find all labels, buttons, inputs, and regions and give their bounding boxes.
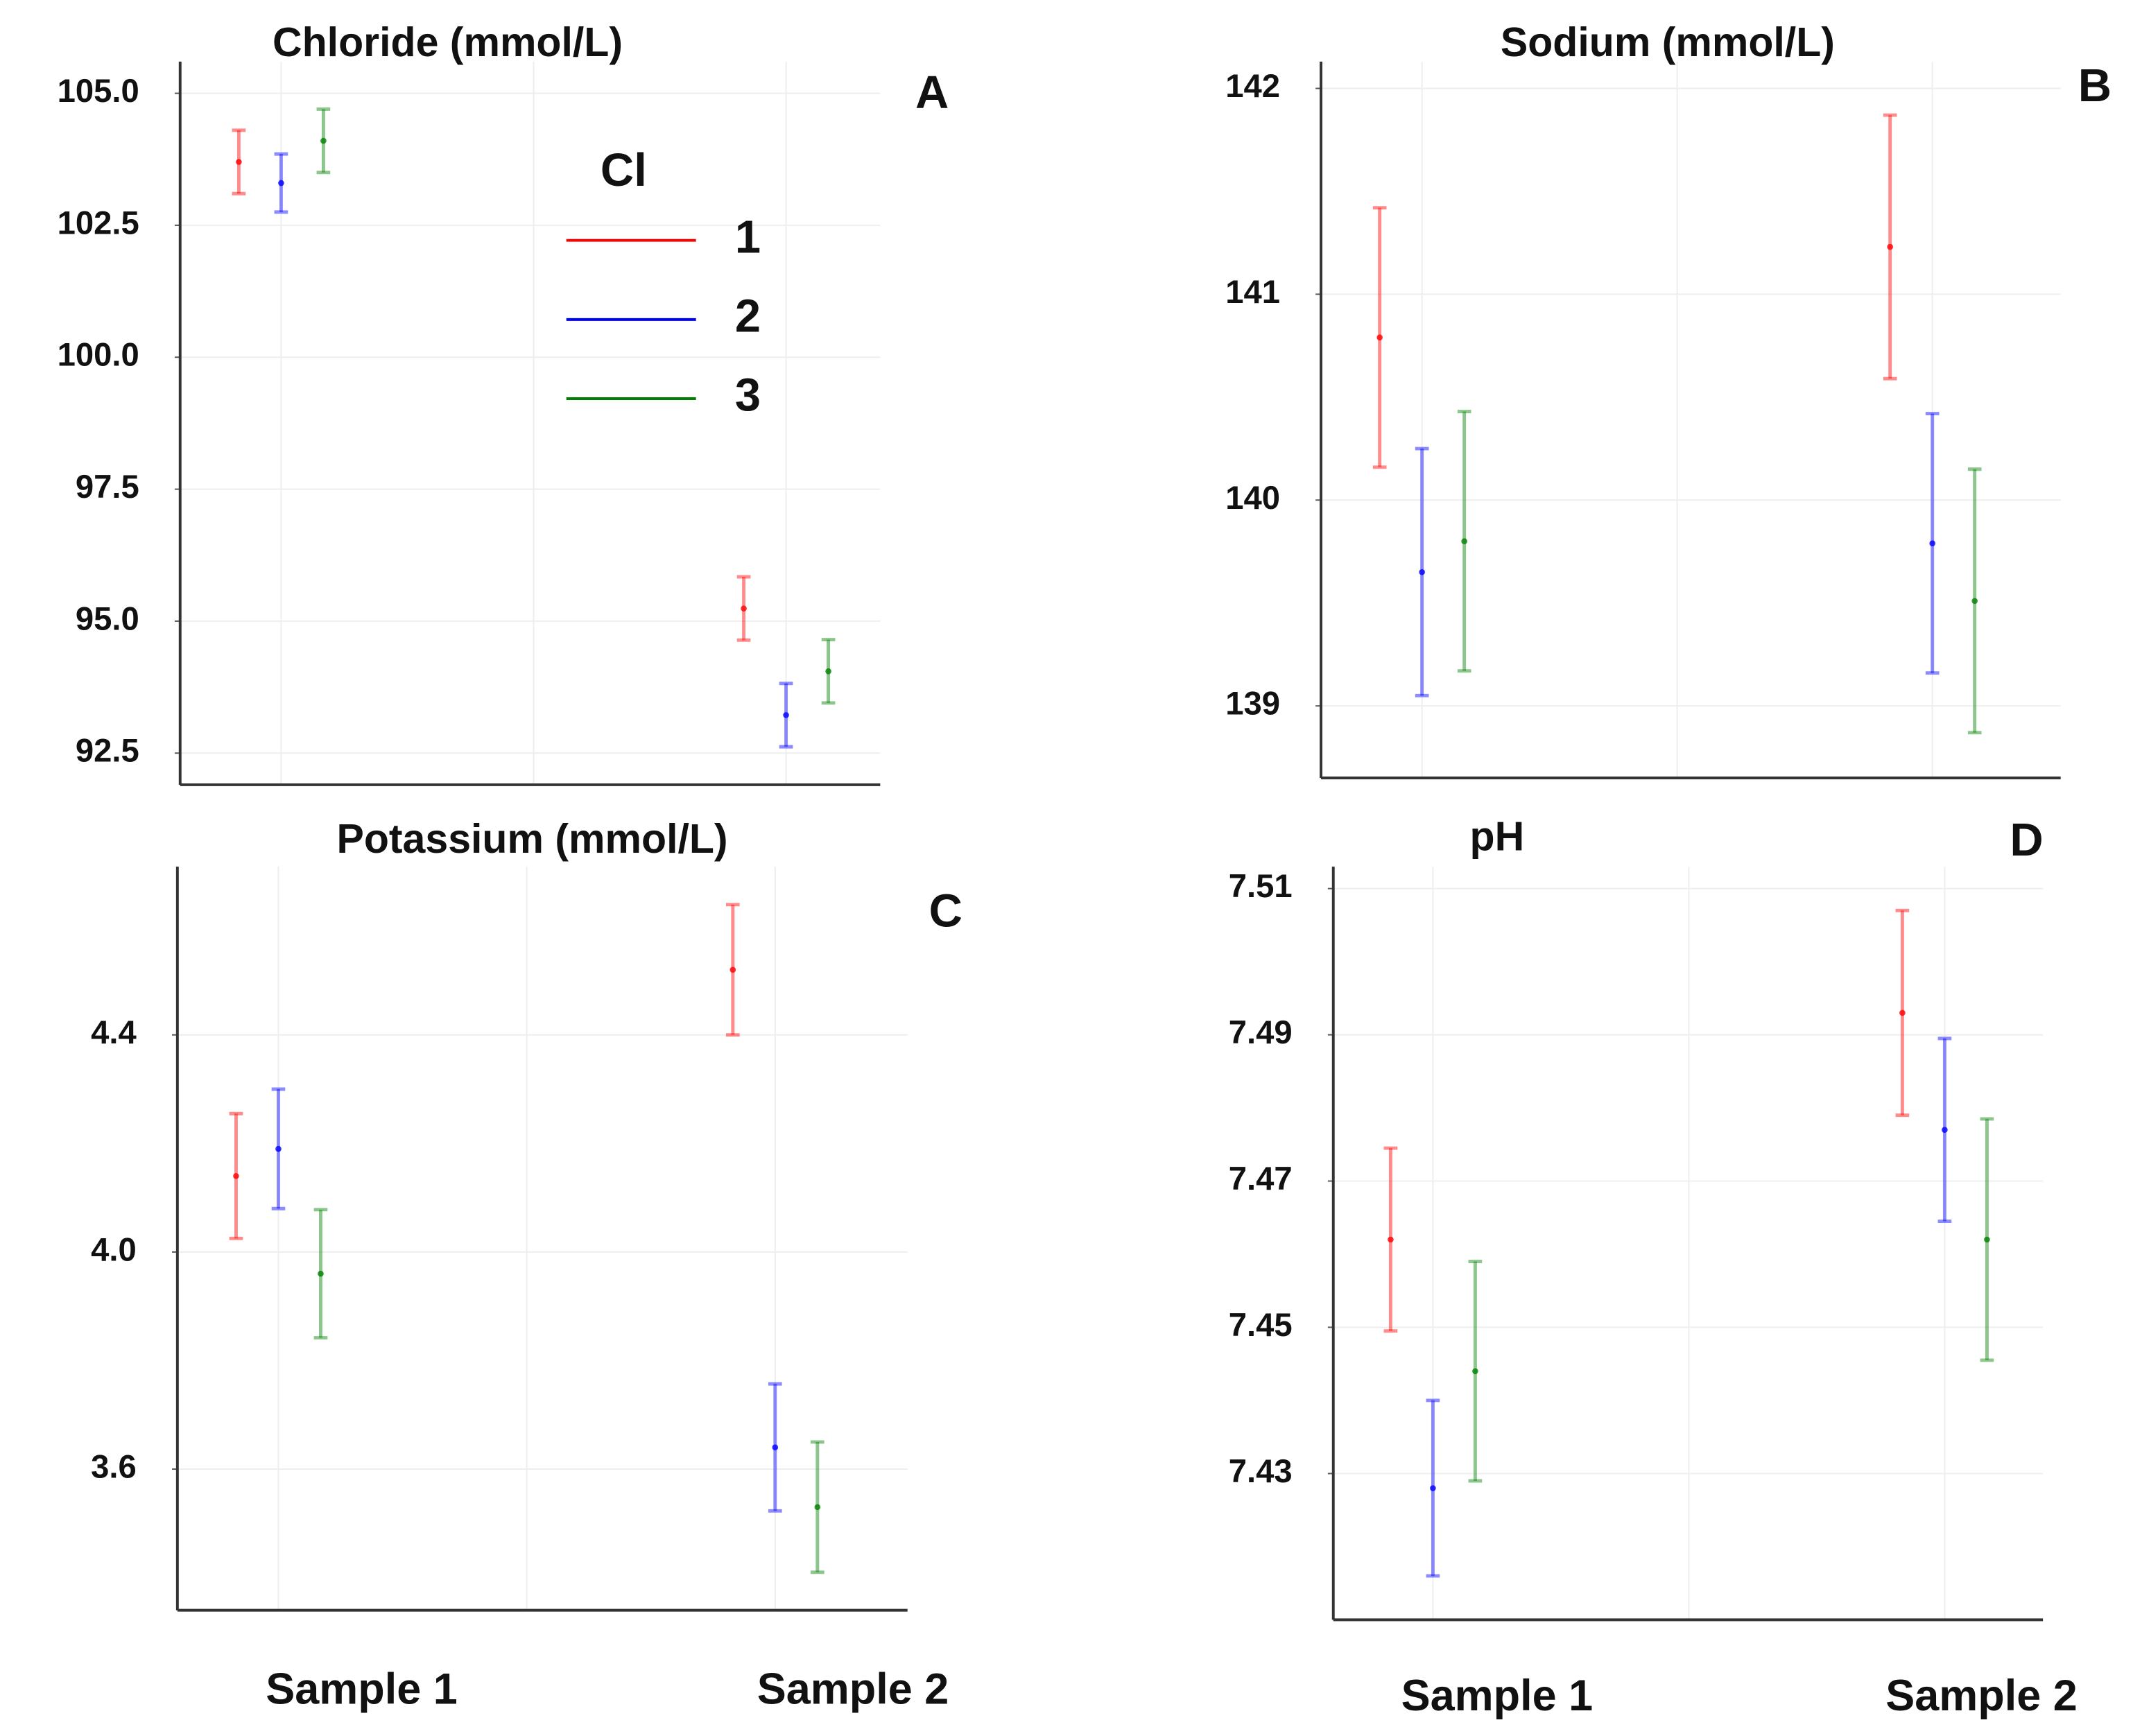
mean-point — [814, 1504, 821, 1511]
mean-point — [825, 668, 831, 675]
error-bar — [1415, 446, 1429, 697]
chart-title: pH — [1470, 813, 1525, 859]
error-bar — [736, 575, 751, 642]
mean-point — [278, 180, 284, 186]
panel-label: A — [915, 67, 949, 119]
error-bar — [725, 903, 740, 1037]
mean-point — [233, 1172, 239, 1179]
error-bar — [316, 107, 331, 175]
mean-point — [1942, 1127, 1948, 1134]
y-tick-label: 105.0 — [58, 73, 139, 110]
legend-label: 1 — [735, 211, 761, 263]
x-tick-label: Sample 2 — [757, 1665, 949, 1713]
y-tick-label: 140 — [1225, 480, 1280, 517]
error-bar — [1468, 1260, 1483, 1483]
mean-point — [729, 966, 736, 973]
error-bar — [821, 638, 836, 705]
error-bar — [1967, 467, 1982, 735]
legend-title: Cl — [601, 144, 647, 196]
legend-label: 3 — [735, 370, 761, 422]
y-tick-label: 7.51 — [1229, 868, 1293, 905]
y-tick-label: 102.5 — [58, 205, 139, 241]
chart-title: Chloride (mmol/L) — [273, 19, 623, 65]
y-tick-label: 7.49 — [1229, 1014, 1293, 1051]
mean-point — [1929, 540, 1936, 546]
chart-title: Sodium (mmol/L) — [1501, 19, 1835, 65]
y-tick-label: 7.47 — [1229, 1161, 1293, 1197]
x-tick-label: Sample 2 — [1885, 1672, 2078, 1720]
y-tick-label: 4.4 — [91, 1014, 137, 1051]
mean-point — [1971, 598, 1978, 605]
mean-point — [1472, 1368, 1478, 1375]
panel-label: C — [929, 885, 962, 937]
error-bar — [1980, 1117, 1994, 1362]
legend-label: 2 — [735, 290, 761, 342]
mean-point — [318, 1270, 324, 1277]
y-tick-label: 100.0 — [58, 337, 139, 374]
error-bar — [1925, 412, 1940, 675]
mean-point — [1419, 568, 1425, 575]
mean-point — [1430, 1485, 1436, 1491]
y-tick-label: 92.5 — [76, 733, 139, 770]
mean-point — [236, 159, 242, 165]
error-bar — [1372, 206, 1387, 469]
y-tick-label: 139 — [1225, 686, 1280, 722]
error-bar — [232, 128, 246, 196]
mean-point — [1388, 1236, 1394, 1243]
error-bar — [274, 152, 288, 214]
mean-point — [1887, 243, 1894, 250]
error-bar — [1383, 1146, 1398, 1333]
error-bar — [768, 1382, 782, 1513]
mean-point — [1461, 538, 1468, 545]
error-bar — [1895, 908, 1910, 1118]
error-bar — [271, 1087, 286, 1210]
y-tick-label: 7.45 — [1229, 1307, 1293, 1344]
mean-point — [1984, 1236, 1990, 1243]
y-tick-label: 3.6 — [91, 1449, 137, 1486]
error-bar — [779, 682, 793, 749]
y-tick-label: 97.5 — [76, 469, 139, 505]
x-tick-label: Sample 1 — [266, 1665, 458, 1713]
mean-point — [772, 1444, 779, 1451]
error-bar — [1937, 1036, 1952, 1224]
chart-title: Potassium (mmol/L) — [336, 816, 727, 862]
y-tick-label: 142 — [1225, 68, 1280, 105]
panel-label: B — [2078, 60, 2112, 112]
error-bar — [229, 1111, 243, 1240]
error-bar — [313, 1208, 328, 1340]
error-bar — [1883, 113, 1897, 381]
y-tick-label: 7.43 — [1229, 1453, 1293, 1490]
y-tick-label: 141 — [1225, 274, 1280, 311]
mean-point — [1376, 334, 1383, 341]
error-bar — [1426, 1398, 1440, 1578]
panel-label: D — [2010, 814, 2043, 866]
error-bar — [810, 1440, 824, 1574]
mean-point — [783, 712, 789, 718]
mean-point — [1899, 1009, 1906, 1016]
x-tick-label: Sample 1 — [1401, 1672, 1594, 1720]
mean-point — [320, 137, 327, 144]
mean-point — [275, 1145, 282, 1152]
error-bar — [1457, 410, 1471, 673]
y-tick-label: 4.0 — [91, 1231, 137, 1268]
y-tick-label: 95.0 — [76, 600, 139, 637]
mean-point — [741, 605, 747, 611]
